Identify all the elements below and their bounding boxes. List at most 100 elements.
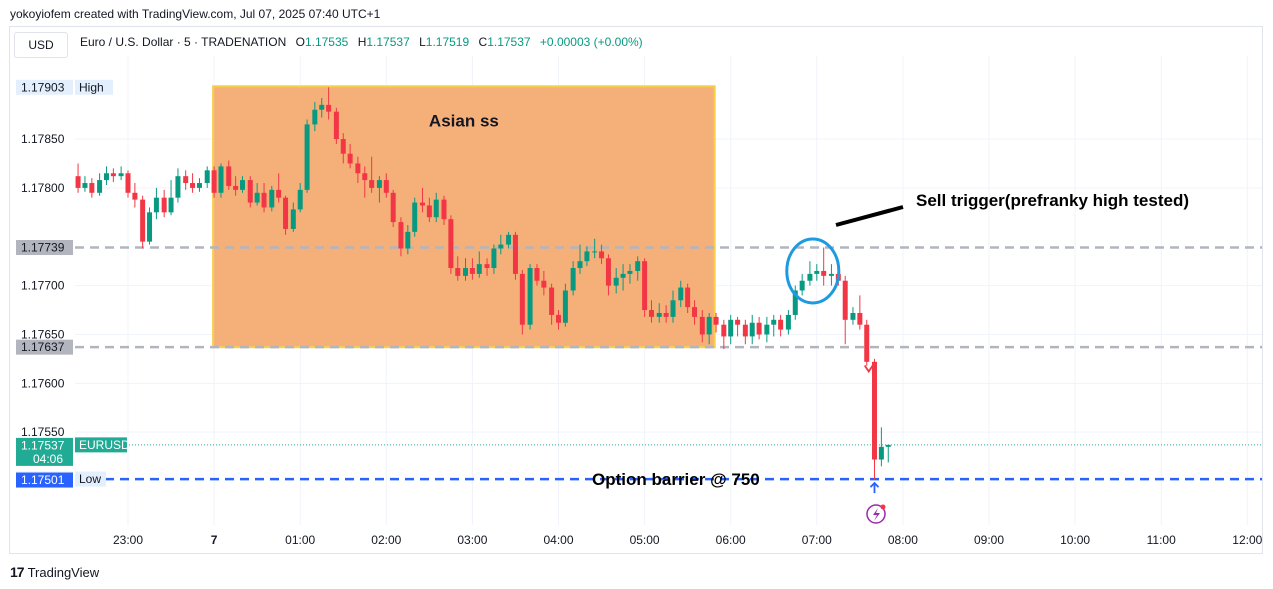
symbol-legend: Euro / U.S. Dollar · 5 · TRADENATION O1.… bbox=[80, 35, 643, 49]
price-tag-box bbox=[75, 471, 106, 487]
candle-body bbox=[297, 189, 303, 210]
candle-body bbox=[196, 183, 202, 188]
candle-body bbox=[756, 322, 762, 335]
candle-body bbox=[742, 324, 748, 337]
low-value: 1.17519 bbox=[425, 35, 470, 49]
x-tick-label: 07:00 bbox=[802, 533, 832, 547]
candle-body bbox=[190, 183, 196, 188]
candle-body bbox=[226, 166, 232, 186]
candle-body bbox=[448, 219, 454, 269]
symbol-title[interactable]: Euro / U.S. Dollar · 5 · TRADENATION bbox=[80, 35, 287, 49]
candle-body bbox=[556, 314, 561, 323]
price-tag-label: Low bbox=[79, 472, 101, 486]
candle-body bbox=[871, 361, 877, 460]
annotation-pointer-line bbox=[835, 205, 904, 227]
candle-body bbox=[110, 173, 116, 177]
candle-body bbox=[599, 251, 605, 259]
candle-body bbox=[807, 273, 813, 281]
candle-body bbox=[355, 163, 361, 174]
candle-body bbox=[247, 180, 253, 203]
candle-body bbox=[570, 268, 576, 291]
candle-body bbox=[857, 312, 863, 325]
candle-body bbox=[764, 324, 770, 335]
candle-body bbox=[132, 192, 138, 200]
candle-body bbox=[864, 324, 870, 362]
candle-body bbox=[605, 258, 611, 286]
candle-body bbox=[685, 287, 691, 308]
candle-body bbox=[656, 312, 662, 317]
tradingview-footer[interactable]: 17 TradingView bbox=[10, 564, 99, 580]
option-barrier-annotation: Option barrier @ 750 bbox=[592, 470, 760, 489]
candle-body bbox=[347, 153, 353, 164]
y-tick-label: 1.17650 bbox=[21, 327, 65, 341]
candle-body bbox=[254, 192, 260, 203]
asian-session-zone bbox=[212, 85, 716, 349]
currency-button[interactable]: USD bbox=[14, 32, 68, 58]
candle-body bbox=[405, 231, 411, 249]
high-label: H bbox=[357, 35, 367, 49]
candle-body bbox=[312, 109, 318, 125]
close-label: C bbox=[478, 35, 488, 49]
event-lightning-glyph bbox=[873, 508, 880, 521]
x-tick-label: 06:00 bbox=[716, 533, 746, 547]
sell-trigger-circle bbox=[785, 237, 841, 305]
candle-body bbox=[706, 316, 712, 335]
candle-body bbox=[283, 197, 289, 229]
x-tick-label: 08:00 bbox=[888, 533, 918, 547]
y-tick-label: 1.17800 bbox=[21, 181, 65, 195]
tradingview-brand: TradingView bbox=[27, 564, 100, 580]
candle-body bbox=[484, 264, 490, 269]
candle-body bbox=[592, 251, 598, 253]
candle-body bbox=[261, 192, 267, 208]
price-label: 1.17501 bbox=[21, 473, 65, 487]
open-value: 1.17535 bbox=[304, 35, 349, 49]
candle-body bbox=[233, 185, 239, 190]
price-label-box bbox=[16, 472, 73, 488]
price-label-box bbox=[16, 79, 73, 95]
candle-body bbox=[713, 316, 719, 325]
candle-body bbox=[613, 277, 619, 286]
candle-body bbox=[97, 180, 103, 193]
candle-body bbox=[441, 199, 447, 220]
y-tick-label: 1.17550 bbox=[21, 425, 65, 439]
candle-body bbox=[562, 290, 568, 323]
candle-body bbox=[211, 170, 217, 193]
candle-body bbox=[390, 192, 396, 223]
candle-body bbox=[269, 189, 275, 208]
candle-body bbox=[290, 209, 296, 229]
candle-body bbox=[455, 268, 461, 276]
candle-body bbox=[642, 261, 648, 311]
candle-body bbox=[721, 324, 727, 337]
candle-body bbox=[103, 173, 109, 181]
up-arrow-icon bbox=[869, 481, 880, 494]
candle-body bbox=[326, 104, 332, 112]
candle-body bbox=[799, 280, 805, 291]
candle-body bbox=[75, 176, 81, 188]
x-tick-label: 03:00 bbox=[457, 533, 487, 547]
candle-body bbox=[276, 189, 282, 198]
change-value: +0.00003 (+0.00%) bbox=[539, 35, 643, 49]
down-arrow-icon bbox=[863, 365, 874, 374]
candle-body bbox=[692, 307, 698, 317]
candle-body bbox=[419, 202, 425, 206]
candle-body bbox=[670, 300, 676, 317]
candle-body bbox=[735, 319, 741, 325]
candle-body bbox=[369, 180, 375, 188]
candle-body bbox=[240, 180, 246, 190]
candle-body bbox=[506, 234, 512, 245]
candle-body bbox=[82, 183, 88, 188]
chart-credit: yokoyiofem created with TradingView.com,… bbox=[10, 7, 381, 21]
candle-body bbox=[728, 319, 734, 337]
zone-label: Asian ss bbox=[429, 111, 499, 130]
candle-body bbox=[89, 183, 95, 193]
candle-body bbox=[541, 280, 547, 288]
price-tag-label: EURUSD bbox=[79, 438, 130, 452]
price-label: 1.17637 bbox=[21, 340, 65, 354]
x-tick-label: 05:00 bbox=[630, 533, 660, 547]
candle-body bbox=[476, 264, 482, 274]
candle-body bbox=[620, 273, 626, 278]
candle-body bbox=[412, 202, 418, 232]
candle-body bbox=[304, 124, 310, 190]
candle-body bbox=[749, 322, 755, 337]
